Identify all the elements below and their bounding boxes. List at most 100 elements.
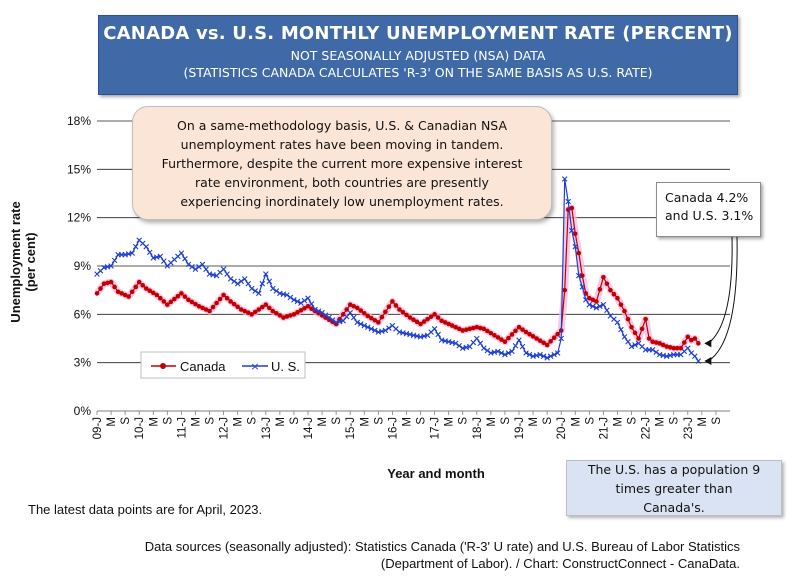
chart-title: CANADA vs. U.S. MONTHLY UNEMPLOYMENT RAT…: [103, 23, 733, 44]
x-tick-label: 14-J: [303, 417, 315, 439]
canada-point: [696, 341, 701, 346]
canada-point: [569, 205, 575, 211]
x-tick-label: 23-J: [683, 417, 695, 439]
legend-us-marker: ×: [250, 360, 259, 373]
y-axis-label-line1: Unemployment rate: [8, 201, 23, 322]
us-point: [600, 301, 607, 308]
canada-point: [611, 291, 617, 297]
x-tick-label: 16-J: [387, 417, 399, 439]
us-point: [350, 314, 357, 321]
us-point: [495, 348, 501, 355]
x-tick-label: 22-J: [641, 417, 653, 439]
x-tick-label: S: [458, 417, 470, 425]
us-point: [111, 257, 118, 264]
canada-point: [196, 303, 202, 309]
canada-point: [115, 289, 121, 295]
canada-point: [108, 279, 114, 285]
us-point: [368, 326, 375, 332]
canada-point: [231, 301, 237, 307]
canada-point: [288, 313, 293, 318]
x-tick-label: M: [655, 417, 667, 427]
canada-point: [210, 304, 216, 310]
canada-point: [249, 312, 255, 317]
canada-point: [383, 309, 388, 315]
canada-point: [397, 307, 402, 312]
us-point: [312, 306, 318, 313]
canada-point: [340, 312, 346, 317]
x-tick-label: S: [584, 417, 596, 425]
us-point: [502, 351, 508, 358]
us-point: [519, 343, 526, 350]
us-point: [357, 321, 364, 327]
canada-point: [643, 316, 648, 322]
us-point: [649, 346, 656, 353]
us-point: [431, 326, 438, 332]
x-tick-label: S: [711, 417, 723, 425]
canada-point: [129, 289, 135, 295]
y-tick-label: 18%: [67, 114, 91, 128]
commentary-text: On a same-methodology basis, U.S. & Cana…: [161, 117, 523, 209]
x-tick-label: M: [317, 417, 329, 427]
canada-point: [351, 303, 357, 309]
canada-point: [601, 274, 606, 280]
us-point: [270, 285, 276, 292]
canada-point: [534, 336, 539, 341]
canada-point: [200, 305, 205, 311]
us-point: [266, 278, 273, 285]
us-point: [287, 294, 294, 301]
us-point: [196, 264, 202, 270]
canada-point: [119, 291, 124, 296]
us-point: [298, 300, 304, 306]
us-point: [523, 350, 529, 356]
canada-point: [369, 315, 374, 321]
us-point: [477, 340, 484, 347]
canada-point: [217, 296, 223, 302]
us-point: [505, 350, 512, 356]
x-tick-label: M: [486, 417, 498, 427]
canada-point: [133, 284, 138, 290]
canada-point: [485, 328, 490, 334]
canada-point: [203, 307, 209, 312]
us-point: [565, 198, 572, 205]
y-tick-label: 12%: [67, 211, 91, 225]
canada-point: [548, 339, 553, 344]
x-tick-label: 09-J: [92, 417, 104, 439]
x-tick-label: S: [500, 417, 512, 425]
us-point: [322, 312, 329, 318]
canada-point: [653, 340, 659, 345]
canada-point: [502, 339, 508, 345]
us-point: [294, 298, 301, 305]
canada-point: [267, 305, 272, 311]
us-point: [628, 343, 635, 350]
canada-point: [390, 299, 395, 304]
canada-point: [154, 292, 160, 298]
callout-arrow: [708, 235, 733, 344]
canada-point: [122, 292, 128, 298]
canada-point: [298, 308, 304, 313]
us-point: [319, 309, 325, 316]
canada-point: [446, 321, 451, 327]
canada-point: [224, 295, 230, 301]
us-point: [354, 319, 361, 326]
canada-point: [442, 320, 448, 325]
canada-point: [193, 301, 198, 307]
us-point: [192, 266, 199, 273]
x-tick-label: 21-J: [598, 417, 610, 439]
us-point: [259, 280, 266, 287]
us-point: [435, 331, 441, 338]
us-point: [484, 347, 491, 354]
canada-point: [252, 309, 258, 315]
canada-point: [126, 294, 131, 299]
us-point: [284, 292, 290, 298]
us-point: [382, 327, 389, 334]
canada-point: [523, 329, 529, 335]
canada-point: [302, 305, 307, 311]
canada-point: [449, 323, 455, 328]
us-point: [203, 266, 209, 273]
us-point: [161, 258, 167, 264]
canada-point: [435, 315, 441, 320]
us-point: [537, 351, 543, 358]
us-point: [632, 342, 638, 348]
canada-point: [667, 345, 673, 350]
us-point: [568, 227, 575, 234]
